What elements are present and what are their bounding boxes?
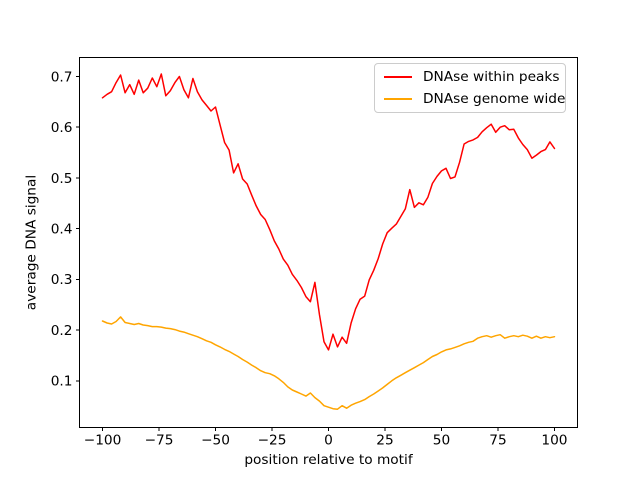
- plot-frame: [79, 57, 578, 428]
- x-tick-label: 75: [489, 433, 506, 449]
- series-dnase-genome-wide: [101, 316, 556, 410]
- y-tick-label: 0.7: [51, 69, 73, 85]
- legend-label: DNAse genome wide: [423, 91, 566, 108]
- y-axis-label: average DNA signal: [24, 175, 40, 310]
- x-tick-label: −50: [201, 433, 230, 449]
- x-axis-label: position relative to motif: [244, 452, 414, 468]
- y-tick-label: 0.4: [51, 221, 73, 237]
- x-tick-label: 0: [324, 433, 333, 449]
- legend-item-dnase-within-peaks: DNAse within peaks: [375, 66, 565, 87]
- x-tick-label: −25: [258, 433, 287, 449]
- series-dnase-within-peaks: [101, 73, 556, 351]
- y-tick-label: 0.2: [51, 323, 73, 339]
- legend-line-dnase-within-peaks: [384, 75, 412, 78]
- legend-line-dnase-genome-wide: [384, 98, 412, 101]
- legend-item-dnase-genome-wide: DNAse genome wide: [375, 89, 565, 110]
- y-tick-label: 0.1: [51, 374, 73, 390]
- legend-label: DNAse within peaks: [423, 68, 560, 85]
- y-tick-label: 0.6: [51, 120, 73, 136]
- x-tick-label: 100: [541, 433, 567, 449]
- y-tick-label: 0.5: [51, 171, 73, 187]
- y-tick-label: 0.3: [51, 272, 73, 288]
- x-tick-label: −75: [145, 433, 174, 449]
- x-tick-label: 25: [376, 433, 393, 449]
- legend: DNAse within peaks DNAse genome wide: [374, 63, 566, 113]
- x-tick-label: 50: [433, 433, 450, 449]
- x-tick-label: −100: [84, 433, 122, 449]
